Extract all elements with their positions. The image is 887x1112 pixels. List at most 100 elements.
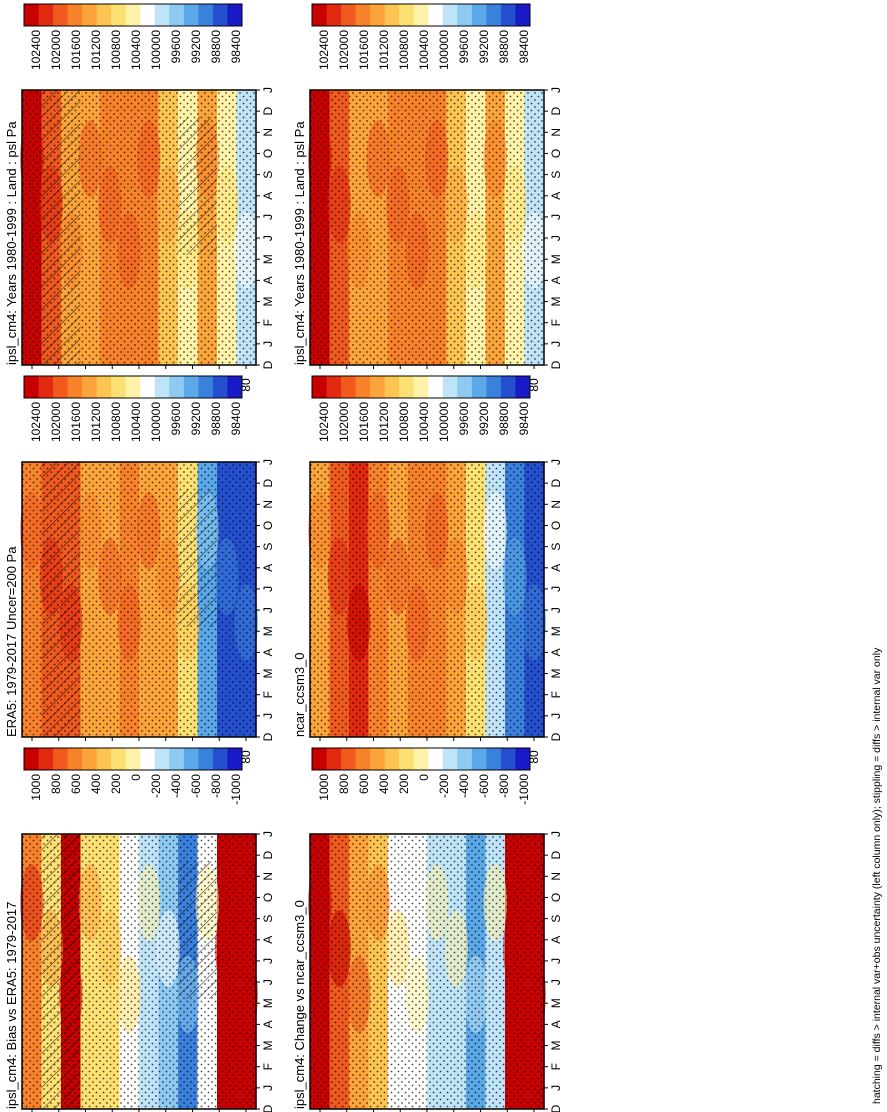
hatching-overlay — [41, 834, 81, 1109]
colorbar-swatch — [399, 376, 415, 398]
colorbar-swatch — [38, 376, 54, 398]
colorbar-swatch — [169, 4, 185, 26]
month-tick-label: M — [261, 669, 275, 679]
month-tick-label: J — [261, 607, 275, 613]
colorbar-swatch — [486, 748, 502, 770]
colorbar-label: 101200 — [89, 30, 103, 70]
colorbar-label: 101600 — [69, 30, 83, 70]
colorbar-swatch — [471, 4, 487, 26]
plot-area: 8060°N20020°S6080DJFMAMJJASONDJ — [20, 459, 275, 764]
colorbar-swatch — [198, 748, 214, 770]
colorbar-label: 102400 — [29, 30, 43, 70]
month-tick-label: J — [261, 713, 275, 719]
month-tick-label: N — [549, 500, 563, 509]
colorbar-label: 98800 — [209, 30, 223, 64]
colorbar-swatch — [24, 748, 40, 770]
plot-area: 8060°N20020°S6080DJFMAMJJASONDJ — [20, 87, 275, 392]
colorbar-swatch — [212, 4, 228, 26]
colorbar-swatch — [96, 376, 112, 398]
stippling-overlay — [310, 90, 544, 365]
stippling-overlay — [310, 834, 544, 1109]
colorbar-swatch — [515, 748, 531, 770]
colorbar-label: 99600 — [457, 402, 471, 436]
panel-title: ERA5: 1979-2017 Uncer=200 Pa — [4, 546, 19, 737]
month-tick-label: F — [261, 319, 275, 326]
colorbar-label: -1000 — [229, 774, 243, 805]
month-tick-label: F — [261, 1063, 275, 1070]
plot-area: 8060°N20020°S6080DJFMAMJJASONDJ — [308, 459, 563, 764]
month-tick-label: M — [549, 626, 563, 636]
colorbar-label: 100800 — [397, 30, 411, 70]
colorbar-swatch — [384, 748, 400, 770]
colorbar-swatch — [370, 376, 386, 398]
colorbar-swatch — [212, 748, 228, 770]
colorbar-swatch — [67, 4, 83, 26]
colorbar-swatch — [457, 376, 473, 398]
month-tick-label: S — [261, 543, 275, 551]
colorbar-swatch — [428, 748, 444, 770]
colorbar-swatch — [341, 4, 357, 26]
plot-area: 8060°N20020°S6080DJFMAMJJASONDJ — [308, 831, 563, 1112]
month-tick-label: N — [261, 872, 275, 881]
colorbar-swatch — [111, 748, 127, 770]
month-tick-label: O — [549, 521, 563, 530]
month-tick-label: A — [261, 648, 275, 656]
colorbar-label: 101200 — [89, 402, 103, 442]
month-tick-label: D — [261, 732, 275, 741]
month-tick-label: J — [549, 831, 563, 837]
colorbar-label: -800 — [497, 774, 511, 798]
colorbar: 1000 800 600 400 200 0 -200 -400 -600 -800 -1000 — [23, 747, 243, 805]
month-tick-label: D — [549, 1104, 563, 1112]
month-tick-label: M — [549, 254, 563, 264]
month-tick-label: M — [549, 998, 563, 1008]
chart-panel-2: 102400 102000 101600 101200 100800 100400 1000… — [292, 3, 563, 392]
colorbar-label: 400 — [377, 774, 391, 794]
colorbar-swatch — [38, 4, 54, 26]
chart-panel-3: 102400 102000 101600 101200 100800 100400 1000… — [4, 375, 275, 764]
colorbar-label: 101600 — [357, 30, 371, 70]
colorbar-label: 99600 — [169, 30, 183, 64]
colorbar-swatch — [125, 748, 141, 770]
figure-caption: hatching = diffs > internal var+obs unce… — [871, 647, 883, 1104]
colorbar-swatch — [486, 4, 502, 26]
colorbar-swatch — [442, 748, 458, 770]
colorbar-swatch — [341, 748, 357, 770]
colorbar-label: 101600 — [357, 402, 371, 442]
month-tick-label: M — [261, 1041, 275, 1051]
colorbar-swatch — [384, 4, 400, 26]
month-tick-label: J — [549, 341, 563, 347]
colorbar-label: 0 — [129, 774, 143, 781]
month-tick-label: D — [549, 360, 563, 369]
colorbar-swatch — [125, 376, 141, 398]
colorbar-label: 98400 — [229, 402, 243, 436]
month-tick-label: M — [549, 1041, 563, 1051]
colorbar-swatch — [169, 748, 185, 770]
colorbar: 1000 800 600 400 200 0 -200 -400 -600 -800 -1000 — [311, 747, 531, 805]
colorbar-swatch — [413, 4, 429, 26]
colorbar-label: 98800 — [497, 402, 511, 436]
stippling-overlay — [310, 462, 544, 737]
colorbar-label: 102400 — [29, 402, 43, 442]
colorbar-swatch — [183, 376, 199, 398]
colorbar-label: 800 — [337, 774, 351, 794]
colorbar-label: 100400 — [417, 402, 431, 442]
colorbar-swatch — [125, 4, 141, 26]
colorbar-frame — [311, 3, 531, 27]
plot-area: 8060°N20020°S6080DJFMAMJJASONDJ — [20, 831, 275, 1112]
month-tick-label: F — [261, 691, 275, 698]
month-tick-label: J — [261, 341, 275, 347]
month-tick-label: S — [549, 171, 563, 179]
colorbar-label: 99200 — [477, 30, 491, 64]
month-tick-label: J — [549, 1085, 563, 1091]
colorbar-swatch — [198, 376, 214, 398]
colorbar-swatch — [67, 376, 83, 398]
colorbar-swatch — [312, 376, 328, 398]
colorbar-swatch — [486, 376, 502, 398]
colorbar-label: 100400 — [129, 402, 143, 442]
colorbar-label: 100000 — [437, 402, 451, 442]
colorbar-label: 100800 — [109, 402, 123, 442]
colorbar-swatch — [399, 4, 415, 26]
month-tick-label: J — [261, 958, 275, 964]
colorbar-swatch — [500, 376, 516, 398]
